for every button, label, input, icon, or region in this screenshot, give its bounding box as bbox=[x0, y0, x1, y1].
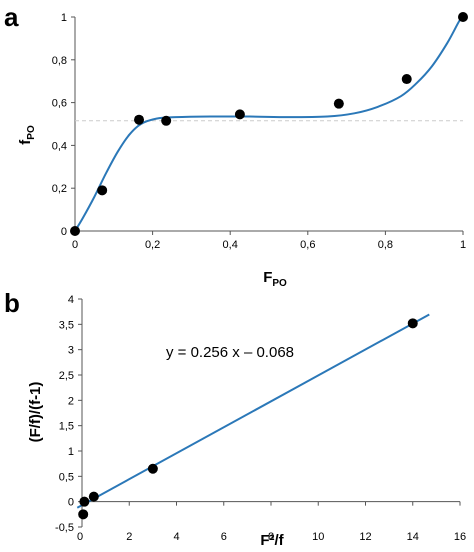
panel-a-x-tick-label: 0 bbox=[72, 239, 78, 251]
panel-b-x-tick-label: 0 bbox=[77, 531, 83, 543]
panel-a-x-tick-label: 1 bbox=[460, 239, 466, 251]
panel-a-data-point bbox=[70, 226, 80, 236]
panel-b-x-tick-label: 4 bbox=[173, 531, 179, 543]
panel-a-y-tick-label: 1 bbox=[61, 12, 67, 24]
panel-a-x-tick-label: 0,2 bbox=[145, 239, 160, 251]
panel-a-data-point bbox=[333, 98, 344, 109]
panel-a-data-point bbox=[134, 114, 145, 125]
panel-b-data-point bbox=[78, 509, 89, 520]
panel-b-y-tick-label: 0,5 bbox=[59, 471, 74, 483]
panel-b-y-tick-label: 1 bbox=[68, 446, 74, 458]
panel-b-x-tick-label: 14 bbox=[407, 531, 419, 543]
panel-b-data-point bbox=[147, 463, 158, 474]
panel-b-y-tick-label: 3 bbox=[68, 345, 74, 357]
panel-b-equation: y = 0.256 x – 0.068 bbox=[166, 344, 294, 361]
panel-b-y-tick-label: 2 bbox=[68, 395, 74, 407]
panel-a-y-tick-label: 0,4 bbox=[52, 140, 67, 152]
panel-a-label: a bbox=[4, 2, 19, 32]
panel-a-x-tick-label: 0,8 bbox=[378, 239, 393, 251]
panel-b-y-tick-label: 0 bbox=[68, 497, 74, 509]
panel-b-x-tick-label: 10 bbox=[312, 531, 324, 543]
panel-b-x-tick-label: 12 bbox=[359, 531, 371, 543]
panel-a-y-tick-label: 0 bbox=[61, 226, 67, 238]
panel-b-y-tick-label: 1,5 bbox=[59, 421, 74, 433]
panel-b-data-point bbox=[407, 318, 418, 329]
panel-a-x-label: FPO bbox=[263, 269, 287, 289]
panel-b-y-tick-label: 3,5 bbox=[59, 319, 74, 331]
panel-b-x-tick-label: 6 bbox=[221, 531, 227, 543]
panel-a-x-tick-label: 0,6 bbox=[300, 239, 315, 251]
panel-b-x-tick-label: 16 bbox=[454, 531, 466, 543]
panel-a-fit-curve bbox=[74, 16, 464, 232]
panel-a-data-point bbox=[401, 74, 412, 85]
panel-a-data-point bbox=[458, 12, 468, 22]
panel-b-y-label: (F/f)/(f-1) bbox=[27, 382, 44, 443]
panel-b-x-tick-label: 2 bbox=[126, 531, 132, 543]
panel-b-data-point bbox=[88, 491, 99, 502]
panel-b-label: b bbox=[4, 288, 20, 318]
panel-a-y-tick-label: 0,8 bbox=[52, 55, 67, 67]
panel-a-data-point bbox=[97, 185, 108, 196]
panel-a-x-tick-label: 0,4 bbox=[223, 239, 238, 251]
panel-a: a 0 0,2 0,4 0,6 0,8 1 0 0,2 0,4 0,6 0,8 1 FPO fPO bbox=[4, 2, 468, 289]
panel-b-data-point bbox=[79, 496, 90, 507]
panel-b-fit-line bbox=[76, 313, 430, 509]
panel-b-y-tick-label: 4 bbox=[68, 294, 74, 306]
panel-a-y-tick-label: 0,2 bbox=[52, 183, 67, 195]
panel-a-data-point bbox=[161, 115, 172, 126]
panel-b-y-tick-label: 2,5 bbox=[59, 370, 74, 382]
panel-b-x-tick-label: 8 bbox=[268, 531, 274, 543]
panel-a-y-label: fPO bbox=[17, 125, 37, 145]
panel-a-y-tick-label: 0,6 bbox=[52, 98, 67, 110]
panel-a-data-point bbox=[234, 109, 245, 120]
panel-b-x-label: F²/f bbox=[260, 532, 284, 549]
panel-b: b 2 4 6 8 10 12 14 160 -0,500,511,522,533,54 y … bbox=[4, 288, 466, 549]
panel-b-y-tick-label: -0,5 bbox=[55, 522, 74, 534]
